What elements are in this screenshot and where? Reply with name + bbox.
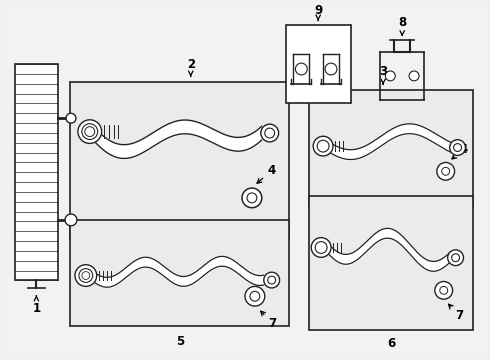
Bar [309, 196, 473, 330]
Circle shape [450, 140, 465, 156]
Circle shape [250, 291, 260, 301]
Circle shape [264, 272, 280, 288]
Circle shape [247, 193, 257, 203]
Circle shape [409, 71, 419, 81]
Text: 8: 8 [398, 16, 406, 35]
Text: 4: 4 [257, 164, 276, 183]
Circle shape [442, 167, 450, 175]
Circle shape [437, 162, 455, 180]
Circle shape [242, 188, 262, 208]
Circle shape [440, 287, 448, 294]
Circle shape [79, 269, 93, 283]
Circle shape [65, 214, 77, 226]
Text: 4: 4 [452, 143, 467, 159]
Bar [15, 64, 58, 280]
Circle shape [386, 71, 395, 81]
Circle shape [448, 250, 464, 266]
Circle shape [85, 127, 95, 136]
Bar [70, 82, 290, 239]
Circle shape [268, 276, 276, 284]
Bar [309, 90, 473, 206]
Circle shape [454, 144, 462, 152]
Text: 2: 2 [187, 58, 195, 76]
Text: 6: 6 [387, 337, 395, 350]
Text: 1: 1 [32, 296, 41, 315]
Circle shape [66, 113, 76, 123]
Text: 7: 7 [448, 304, 464, 323]
Text: 7: 7 [261, 311, 277, 330]
Circle shape [295, 63, 307, 75]
Circle shape [82, 271, 90, 279]
Text: 9: 9 [314, 4, 322, 20]
Circle shape [313, 136, 333, 156]
Circle shape [78, 120, 101, 143]
Circle shape [325, 63, 337, 75]
Bar [70, 220, 290, 326]
Bar [286, 25, 351, 103]
Circle shape [317, 140, 329, 152]
Circle shape [245, 287, 265, 306]
Circle shape [452, 254, 460, 262]
Circle shape [311, 238, 331, 257]
Circle shape [435, 282, 453, 299]
Circle shape [261, 124, 279, 142]
Circle shape [82, 124, 98, 139]
Circle shape [315, 242, 327, 253]
Text: 5: 5 [175, 335, 184, 348]
Text: 3: 3 [379, 66, 387, 84]
Circle shape [265, 128, 275, 138]
Circle shape [75, 265, 97, 286]
